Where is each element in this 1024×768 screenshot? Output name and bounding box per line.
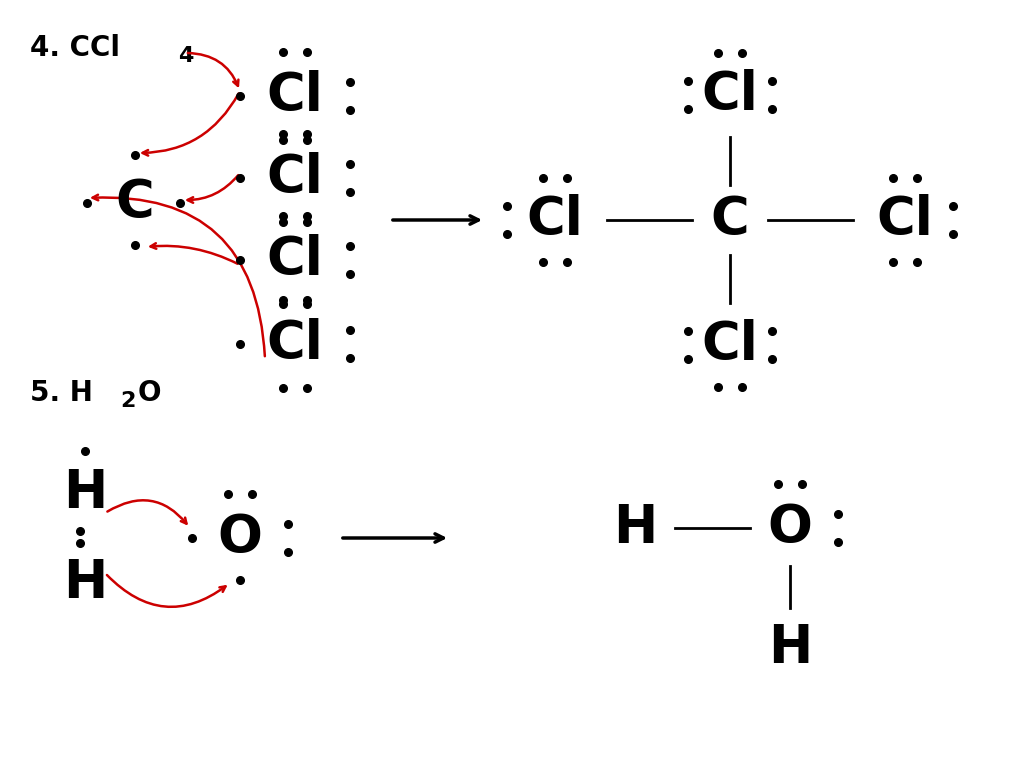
Text: 2: 2 [120, 391, 135, 411]
Text: Cl: Cl [526, 194, 584, 246]
Text: Cl: Cl [877, 194, 933, 246]
Text: H: H [613, 502, 657, 554]
Text: Cl: Cl [266, 234, 324, 286]
Text: Cl: Cl [266, 70, 324, 122]
Text: 4: 4 [178, 46, 194, 66]
Text: H: H [62, 557, 108, 609]
Text: 5. H: 5. H [30, 379, 93, 407]
Text: 4. CCl: 4. CCl [30, 34, 120, 62]
Text: H: H [62, 467, 108, 519]
Text: H: H [768, 622, 812, 674]
Text: O: O [768, 502, 812, 554]
Text: Cl: Cl [266, 152, 324, 204]
Text: C: C [711, 194, 750, 246]
Text: C: C [116, 177, 155, 229]
Text: Cl: Cl [701, 69, 759, 121]
Text: O: O [138, 379, 162, 407]
Text: Cl: Cl [266, 318, 324, 370]
Text: O: O [217, 512, 262, 564]
Text: Cl: Cl [701, 319, 759, 371]
